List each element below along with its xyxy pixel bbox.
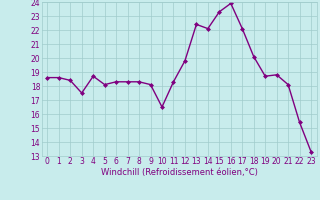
- X-axis label: Windchill (Refroidissement éolien,°C): Windchill (Refroidissement éolien,°C): [101, 168, 258, 177]
